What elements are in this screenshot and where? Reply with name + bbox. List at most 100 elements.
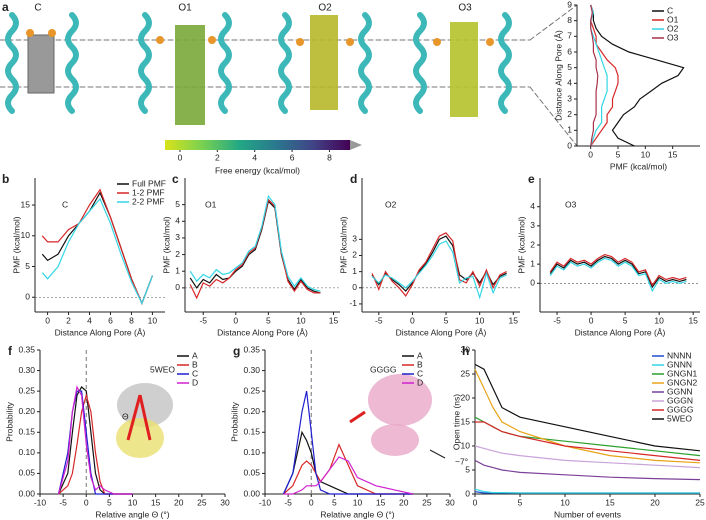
y-tick-label: 1 [175, 265, 180, 275]
helix [5, 12, 19, 114]
helix [218, 12, 232, 114]
series-line [41, 197, 153, 305]
y-tick-label: 1 [530, 258, 535, 268]
y-tick-label: 0 [25, 291, 30, 301]
structure-label: O3 [458, 3, 472, 14]
arrow [126, 394, 142, 441]
x-tick-label: 0 [473, 497, 478, 507]
y-tick-label: 0 [465, 488, 470, 498]
legend-label: GNNN [667, 359, 692, 369]
y-tick-label: 10 [461, 440, 471, 450]
helices [5, 12, 512, 114]
y-tick-label: -1 [349, 298, 357, 308]
legend-label: GGGN [667, 395, 693, 405]
y-tick-label: 0.05 [243, 468, 260, 478]
x-tick-label: -5 [284, 497, 292, 507]
y-tick-label: 0.25 [18, 385, 35, 395]
x-tick-label: 10 [353, 497, 363, 507]
legend-label: 5WEO [667, 413, 692, 423]
helix [498, 12, 512, 114]
y-tick-label: 1 [352, 266, 357, 276]
y-tick-label: 3 [567, 93, 572, 103]
x-tick-label: 4 [87, 315, 92, 325]
legend-label: GNGN1 [667, 368, 698, 378]
y-axis-label: PMF (kcal/mol) [161, 216, 171, 273]
inset-f [116, 383, 173, 458]
legend-label: 1-2 PMF [132, 187, 165, 197]
x-tick-label: 5 [623, 315, 628, 325]
y-tick-label: 2 [530, 239, 535, 249]
atom [156, 36, 164, 44]
x-axis-label: Number of events [554, 509, 621, 519]
x-tick-label: -10 [34, 497, 47, 507]
inset-g [349, 374, 446, 459]
y-tick-label: 7 [567, 31, 572, 41]
legend-label: C [667, 5, 673, 15]
connector-line [529, 86, 578, 147]
y-tick-label: 4 [530, 201, 535, 211]
x-tick-label: 25 [695, 497, 705, 507]
y-tick-label: 0.15 [243, 427, 260, 437]
colorbar-arrow [350, 140, 362, 150]
y-axis-label: PMF (kcal/mol) [338, 216, 348, 273]
legend-label: GNGN2 [667, 377, 698, 387]
y-tick-label: 3 [352, 234, 357, 244]
x-axis-label: Distance Along Pore (Å) [396, 327, 487, 337]
x-tick-label: 0 [233, 315, 238, 325]
x-tick-label: 0 [178, 152, 183, 162]
panel-letter: e [528, 172, 535, 186]
x-tick-label: 2 [215, 152, 220, 162]
x-tick-label: 5 [107, 497, 112, 507]
legend-label: 2-2 PMF [132, 196, 165, 206]
panel-letter: d [350, 172, 357, 186]
legend-label: D [417, 377, 423, 387]
annotation: Θ [122, 411, 129, 421]
y-tick-label: 0.10 [18, 447, 35, 457]
x-tick-label: 20 [650, 497, 660, 507]
panel-letter: c [172, 172, 179, 186]
atom [26, 29, 34, 37]
chart-title: O1 [205, 199, 217, 209]
x-tick-label: 10 [560, 497, 570, 507]
protein [368, 374, 432, 426]
y-tick-label: 10 [21, 230, 31, 240]
connector-line [529, 4, 578, 41]
legend-label: GGGG [667, 404, 693, 414]
series-line [189, 198, 321, 300]
x-tick-label: 20 [399, 497, 409, 507]
x-axis-label: Distance Along Pore (Å) [217, 327, 308, 337]
series-line [283, 456, 414, 495]
series-line [474, 368, 701, 464]
x-tick-label: 10 [128, 497, 138, 507]
atoms [26, 29, 494, 46]
helix [413, 12, 427, 114]
panel-letter: h [462, 344, 469, 358]
y-tick-label: 0.20 [18, 406, 35, 416]
pore-map [450, 22, 478, 117]
y-tick-label: 8 [567, 15, 572, 25]
x-tick-label: 8 [129, 315, 134, 325]
y-tick-label: 30 [461, 344, 471, 354]
legend-label: NNNN [667, 350, 692, 360]
x-tick-label: 10 [475, 315, 485, 325]
panel-letter: f [8, 344, 13, 358]
panel-letter: g [233, 344, 240, 358]
x-tick-label: 5 [444, 315, 449, 325]
pore-map [175, 25, 205, 125]
colorbar-label: Free energy (kcal/mol) [215, 165, 300, 175]
series-line [474, 445, 701, 469]
x-tick-label: 25 [422, 497, 432, 507]
panel-letter: a [2, 0, 9, 14]
y-tick-label: 1 [567, 125, 572, 135]
atom [433, 38, 441, 46]
legend-label: C [417, 368, 423, 378]
legend-label: C [192, 368, 198, 378]
x-tick-label: 6 [290, 152, 295, 162]
series-line [189, 194, 321, 292]
x-tick-label: 5 [266, 315, 271, 325]
series-line [549, 253, 687, 287]
y-tick-label: 0.15 [18, 427, 35, 437]
y-axis-label: Distance Along Pore (Å) [553, 30, 563, 121]
